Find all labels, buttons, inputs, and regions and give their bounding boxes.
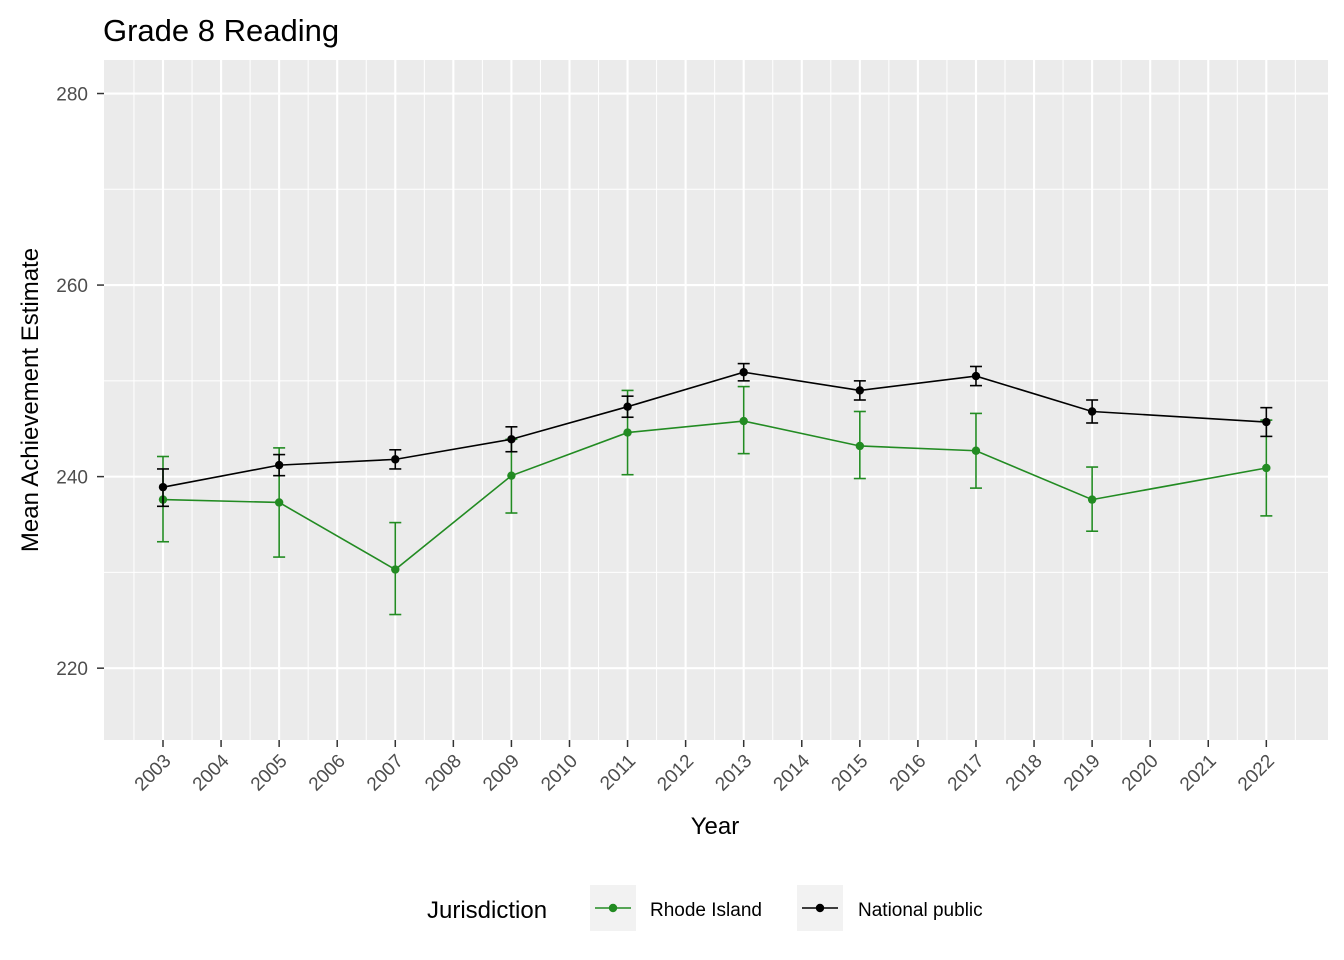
data-point xyxy=(1087,407,1097,416)
x-tick-label: 2022 xyxy=(1234,751,1279,796)
legend-label: National public xyxy=(858,900,983,921)
x-tick-label: 2005 xyxy=(247,751,292,796)
legend-item-1: National public xyxy=(797,885,983,931)
data-point xyxy=(739,416,748,426)
data-point xyxy=(855,386,865,395)
x-tick-label: 2010 xyxy=(537,751,582,796)
x-tick-label: 2013 xyxy=(711,751,756,796)
x-axis: 2003 2004 2005 2006 2007 2008 2009 2010 2011 2012… xyxy=(131,740,1279,795)
x-tick-label: 2021 xyxy=(1176,751,1221,796)
data-point xyxy=(391,455,400,464)
x-tick-label: 2006 xyxy=(305,751,350,796)
chart-title: Grade 8 Reading xyxy=(103,13,339,48)
data-point xyxy=(274,498,284,507)
series-layer xyxy=(157,362,1273,616)
x-tick-label: 2017 xyxy=(944,751,989,796)
plot-panel xyxy=(104,60,1328,740)
grid-minor xyxy=(104,60,1328,740)
x-tick-label: 2016 xyxy=(886,751,931,796)
legend-title: Jurisdiction xyxy=(427,897,547,924)
y-axis-title: Mean Achievement Estimate xyxy=(17,248,44,552)
legend-key-point xyxy=(815,903,825,913)
y-tick-label: 240 xyxy=(56,468,88,489)
y-tick-label: 280 xyxy=(56,85,88,106)
x-tick-label: 2003 xyxy=(131,751,176,796)
y-tick-label: 260 xyxy=(56,276,88,297)
x-tick-label: 2012 xyxy=(653,751,698,796)
data-point xyxy=(158,482,168,492)
y-axis: 220 240 260 280 xyxy=(56,85,104,680)
x-tick-label: 2015 xyxy=(828,751,873,796)
legend: Jurisdiction Rhode Island National public xyxy=(427,885,983,931)
x-tick-label: 2008 xyxy=(421,751,466,796)
x-tick-label: 2007 xyxy=(363,751,408,796)
data-point xyxy=(391,565,400,574)
series-0 xyxy=(157,385,1273,616)
data-point xyxy=(971,446,981,455)
data-point xyxy=(623,402,632,411)
x-tick-label: 2011 xyxy=(596,751,640,795)
x-tick-label: 2018 xyxy=(1002,751,1047,796)
x-tick-label: 2004 xyxy=(189,750,234,795)
x-tick-label: 2020 xyxy=(1118,751,1163,796)
x-tick-label: 2019 xyxy=(1060,751,1105,796)
grid-major xyxy=(104,60,1328,740)
data-point xyxy=(507,471,516,480)
series-1 xyxy=(157,362,1273,508)
data-point xyxy=(623,428,632,437)
data-point xyxy=(274,460,284,470)
legend-item-0: Rhode Island xyxy=(590,885,762,931)
data-point xyxy=(739,368,748,377)
legend-key-point xyxy=(608,903,618,913)
data-point xyxy=(971,371,981,381)
data-point xyxy=(855,441,865,451)
x-tick-label: 2014 xyxy=(770,750,815,795)
data-point xyxy=(1262,417,1271,427)
data-point xyxy=(507,435,516,444)
x-tick-label: 2009 xyxy=(479,751,524,796)
legend-label: Rhode Island xyxy=(650,900,762,921)
y-tick-label: 220 xyxy=(56,659,88,680)
data-point xyxy=(1087,495,1097,504)
data-point xyxy=(1262,463,1271,473)
series-line xyxy=(162,371,1267,488)
x-axis-title: Year xyxy=(691,813,740,840)
series-line xyxy=(162,420,1267,571)
